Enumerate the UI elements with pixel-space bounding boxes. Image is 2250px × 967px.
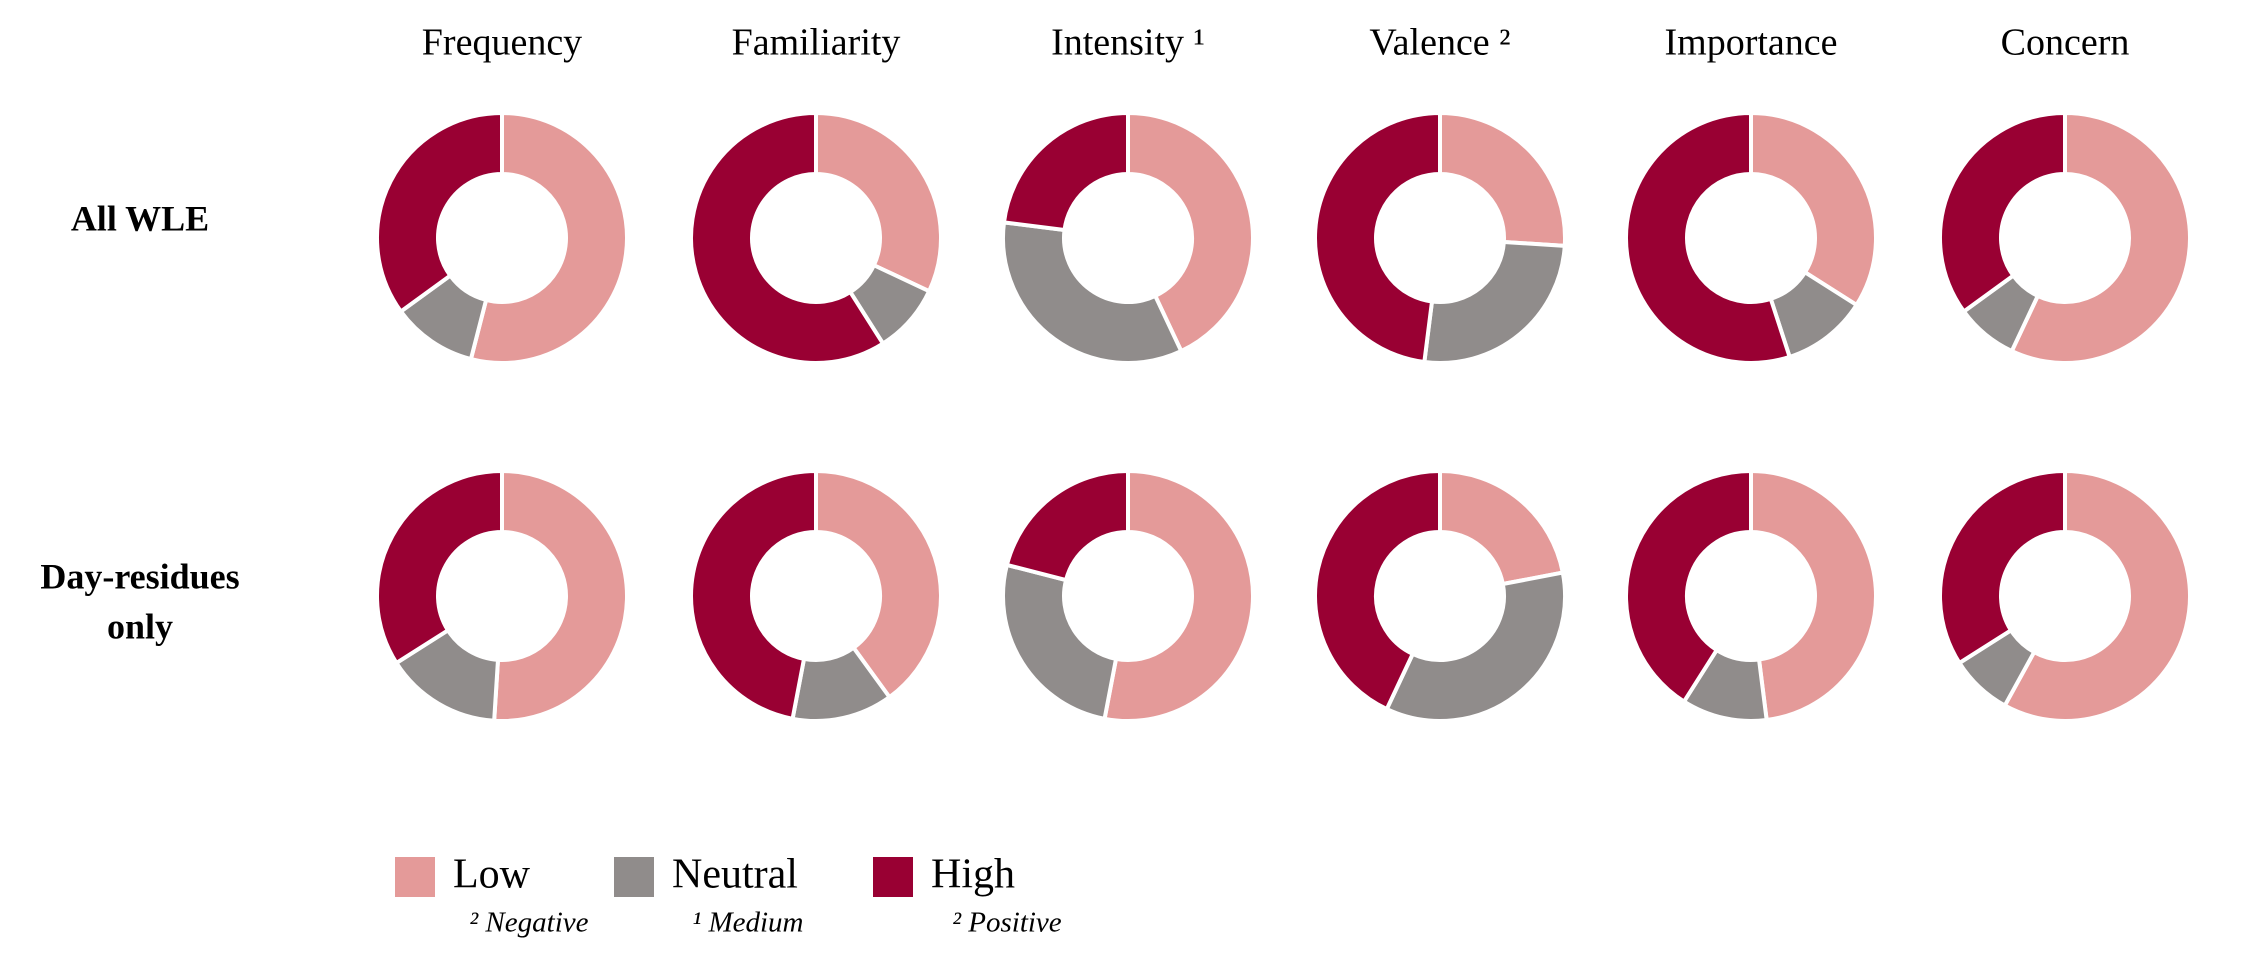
row-label-2-line-2: only [107,606,173,646]
donut-valence-row-1 [1313,110,1567,365]
slice-low-concern-row-1 [2009,110,2192,365]
legend-label-high: High [931,852,1015,898]
legend-sub-low: ² Negative [469,907,588,939]
slice-low-concern-row-2 [2002,468,2192,723]
column-title-frequency: Frequency [422,22,582,64]
column-title-familiarity: Familiarity [732,22,901,64]
slice-high-concern-row-1 [1938,110,2067,315]
slice-low-valence-row-1 [1438,110,1567,248]
donut-importance-row-1 [1624,110,1878,365]
donut-concern-row-1 [1938,110,2192,365]
slice-low-familiarity-row-1 [814,110,943,294]
slice-high-importance-row-1 [1624,110,1793,365]
slice-high-intensity-row-1 [1001,110,1130,233]
row-label-2-line-1: Day-residues [40,556,239,596]
legend-swatch-high [873,857,913,897]
slice-neutral-valence-row-1 [1422,239,1567,365]
slice-low-intensity-row-2 [1102,468,1255,723]
legend: Low ² Negative Neutral ¹ Medium High ² Positi… [395,852,1062,939]
slice-low-importance-row-1 [1749,110,1878,308]
column-title-intensity: Intensity ¹ [1051,22,1205,64]
donut-valence-row-2 [1313,468,1567,723]
legend-sub-neutral: ¹ Medium [693,907,804,939]
column-title-concern: Concern [2001,22,2130,64]
donut-frequency-row-1 [375,110,629,365]
slice-neutral-intensity-row-1 [1001,220,1184,365]
slice-low-familiarity-row-2 [814,468,943,700]
slice-high-valence-row-2 [1313,468,1442,712]
slice-high-frequency-row-2 [375,468,504,666]
column-title-valence: Valence ² [1369,22,1510,64]
donut-intensity-row-2 [1001,468,1255,723]
slice-high-concern-row-2 [1938,468,2067,666]
donut-familiarity-row-1 [689,110,943,365]
slice-neutral-valence-row-2 [1384,570,1567,723]
slice-low-frequency-row-2 [492,468,630,723]
row-label-1-line-1: All WLE [71,198,209,238]
slice-high-valence-row-1 [1313,110,1442,365]
legend-label-low: Low [453,852,531,898]
slice-high-importance-row-2 [1624,468,1753,705]
legend-sub-high: ² Positive [952,907,1061,939]
donut-charts [375,110,2192,723]
slice-high-familiarity-row-1 [689,110,886,365]
legend-swatch-low [395,857,435,897]
donut-importance-row-2 [1624,468,1878,723]
slice-high-intensity-row-2 [1004,468,1130,583]
slice-low-frequency-row-1 [468,110,629,365]
slice-low-intensity-row-1 [1126,110,1255,354]
slice-high-familiarity-row-2 [689,468,818,722]
donut-frequency-row-2 [375,468,630,723]
donut-intensity-row-1 [1001,110,1255,365]
slice-neutral-intensity-row-2 [1001,562,1119,722]
donut-concern-row-2 [1938,468,2192,723]
legend-label-neutral: Neutral [672,852,798,898]
slice-low-importance-row-2 [1749,468,1878,723]
slice-low-valence-row-2 [1438,468,1566,587]
column-titles: Frequency Familiarity Intensity ¹ Valence ²… [422,22,2130,64]
row-labels: All WLE Day-residues only [40,198,239,646]
donut-familiarity-row-2 [689,468,943,723]
column-title-importance: Importance [1664,22,1837,64]
slice-high-frequency-row-1 [375,110,504,315]
legend-swatch-neutral [614,857,654,897]
